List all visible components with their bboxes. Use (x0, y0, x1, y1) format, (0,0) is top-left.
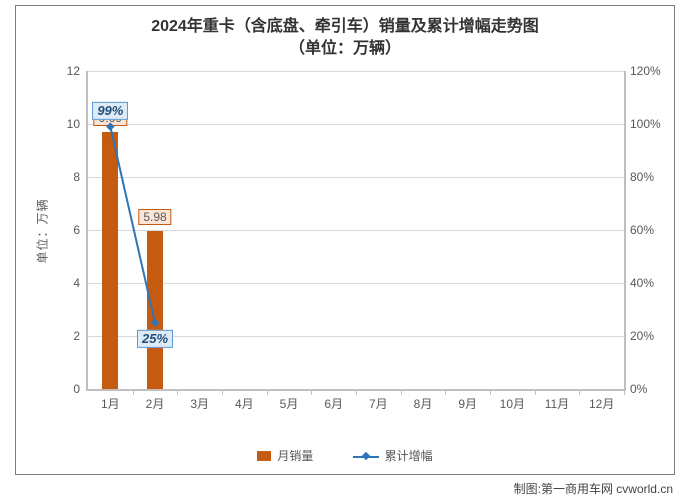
x-tick (624, 389, 625, 395)
y-right-tick-label: 20% (630, 329, 654, 343)
x-tick-label: 6月 (324, 395, 343, 412)
x-tick (579, 389, 580, 395)
y-left-tick-label: 6 (73, 223, 80, 237)
title-line-2: （单位：万辆） (16, 38, 674, 60)
y-right-tick-label: 120% (630, 64, 661, 78)
chart-container: 2024年重卡（含底盘、牵引车）销量及累计增幅走势图 （单位：万辆） 单位：万辆… (15, 5, 675, 475)
legend-item-bar: 月销量 (257, 447, 313, 464)
trend-line (110, 127, 155, 323)
x-tick (311, 389, 312, 395)
legend: 月销量 累计增幅 (16, 447, 674, 464)
y-left-tick-label: 10 (67, 117, 80, 131)
legend-label-bar: 月销量 (277, 447, 313, 464)
y-left-tick-label: 2 (73, 329, 80, 343)
x-tick-label: 3月 (190, 395, 209, 412)
y-left-tick-label: 4 (73, 276, 80, 290)
x-tick (445, 389, 446, 395)
x-tick (356, 389, 357, 395)
x-tick (267, 389, 268, 395)
x-tick-label: 10月 (500, 395, 525, 412)
chart-title: 2024年重卡（含底盘、牵引车）销量及累计增幅走势图 （单位：万辆） (16, 16, 674, 59)
line-marker (151, 319, 159, 327)
y-right-tick-label: 0% (630, 382, 647, 396)
x-tick-label: 2月 (146, 395, 165, 412)
x-tick (133, 389, 134, 395)
line-overlay (88, 71, 624, 389)
x-tick-label: 11月 (545, 395, 569, 412)
legend-label-line: 累计增幅 (385, 447, 433, 464)
credit-line: 制图:第一商用车网 cvworld.cn (514, 480, 673, 497)
title-line-1: 2024年重卡（含底盘、牵引车）销量及累计增幅走势图 (16, 16, 674, 38)
x-tick (222, 389, 223, 395)
y-axis-left-title: 单位：万辆 (34, 198, 51, 263)
x-tick-label: 12月 (589, 395, 614, 412)
line-marker (106, 122, 114, 130)
legend-swatch-line (353, 451, 379, 461)
y-right-tick-label: 60% (630, 223, 654, 237)
y-left-tick-label: 0 (73, 382, 80, 396)
x-tick (490, 389, 491, 395)
x-tick-label: 8月 (414, 395, 433, 412)
y-right-tick-label: 40% (630, 276, 654, 290)
y-left-tick-label: 12 (67, 64, 80, 78)
y-right-tick-label: 80% (630, 170, 654, 184)
x-tick-label: 4月 (235, 395, 254, 412)
legend-item-line: 累计增幅 (353, 447, 433, 464)
x-tick (535, 389, 536, 395)
plot-area: 00%220%440%660%880%10100%12120%1月9.692月5… (86, 71, 626, 391)
y-left-tick-label: 8 (73, 170, 80, 184)
x-tick-label: 9月 (458, 395, 477, 412)
x-tick-label: 5月 (280, 395, 299, 412)
y-right-tick-label: 100% (630, 117, 661, 131)
x-tick-label: 7月 (369, 395, 388, 412)
x-tick-label: 1月 (101, 395, 120, 412)
x-tick (401, 389, 402, 395)
x-tick (177, 389, 178, 395)
legend-swatch-bar (257, 451, 271, 461)
